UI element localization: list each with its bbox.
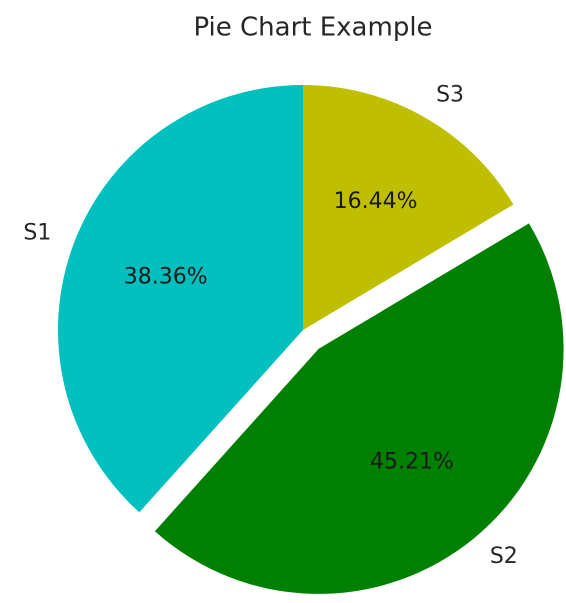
slice-value: 38.36% — [124, 264, 208, 289]
slice-value: 16.44% — [334, 189, 418, 214]
chart-title: Pie Chart Example — [193, 13, 432, 43]
slice-label: S3 — [436, 83, 464, 108]
slice-value: 45.21% — [370, 449, 454, 474]
pie-slice — [154, 223, 564, 594]
pie-slice — [57, 85, 303, 513]
slice-label: S1 — [23, 221, 51, 246]
slice-label: S2 — [490, 544, 518, 569]
pie-slice — [303, 84, 514, 330]
